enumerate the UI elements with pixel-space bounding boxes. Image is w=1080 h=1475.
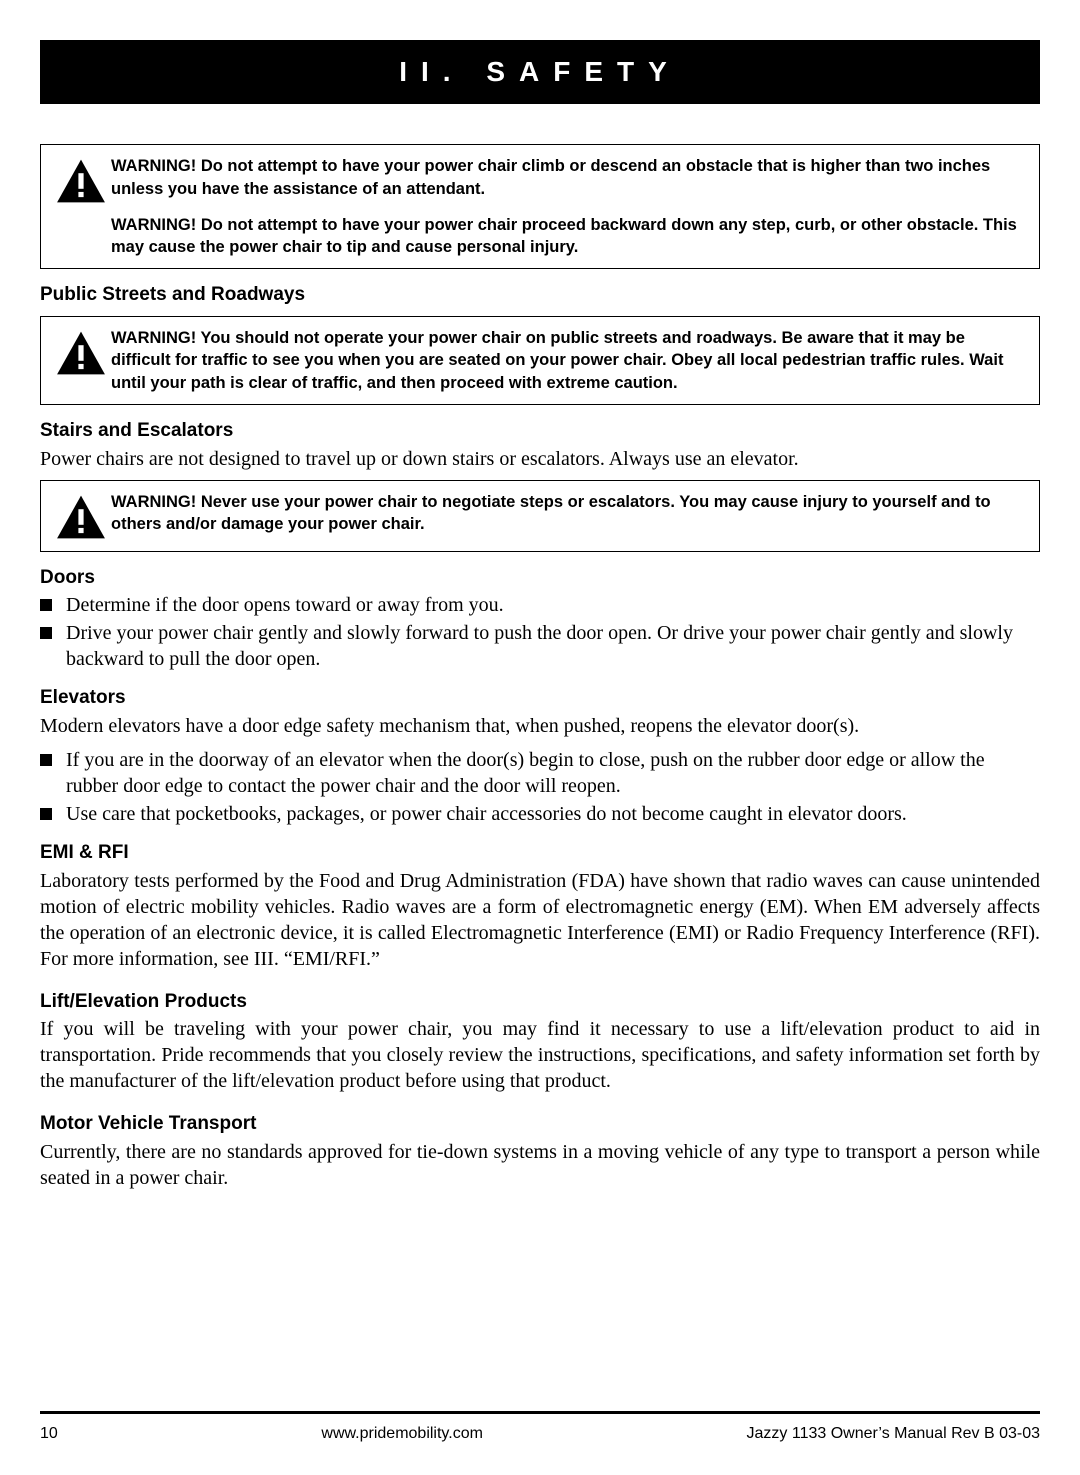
body-emi: Laboratory tests performed by the Food a… <box>40 868 1040 972</box>
warning-triangle-icon <box>51 155 111 205</box>
list-item: If you are in the doorway of an elevator… <box>40 747 1040 799</box>
warning-text: WARNING! Do not attempt to have your pow… <box>111 214 1023 259</box>
heading-lift: Lift/Elevation Products <box>40 990 1040 1015</box>
footer-doc: Jazzy 1133 Owner’s Manual Rev B 03-03 <box>747 1424 1040 1445</box>
heading-motor: Motor Vehicle Transport <box>40 1112 1040 1137</box>
list-item: Drive your power chair gently and slowly… <box>40 620 1040 672</box>
footer-url: www.pridemobility.com <box>321 1424 483 1445</box>
heading-public-streets: Public Streets and Roadways <box>40 283 1040 308</box>
heading-doors: Doors <box>40 566 1040 591</box>
list-item: Determine if the door opens toward or aw… <box>40 592 1040 618</box>
body-stairs: Power chairs are not designed to travel … <box>40 446 1040 472</box>
heading-stairs: Stairs and Escalators <box>40 419 1040 444</box>
warning-text: WARNING! You should not operate your pow… <box>111 327 1023 394</box>
section-banner: II. SAFETY <box>40 40 1040 104</box>
warning-triangle-icon <box>51 491 111 541</box>
body-motor: Currently, there are no standards approv… <box>40 1139 1040 1191</box>
warning-box-stairs: WARNING! Never use your power chair to n… <box>40 480 1040 552</box>
heading-elevators: Elevators <box>40 686 1040 711</box>
list-item: Use care that pocketbooks, packages, or … <box>40 801 1040 827</box>
page-number: 10 <box>40 1424 58 1445</box>
warning-box-public-streets: WARNING! You should not operate your pow… <box>40 316 1040 405</box>
page-footer: 10 www.pridemobility.com Jazzy 1133 Owne… <box>40 1424 1040 1445</box>
footer-rule <box>40 1411 1040 1414</box>
body-lift: If you will be traveling with your power… <box>40 1016 1040 1094</box>
list-elevators: If you are in the doorway of an elevator… <box>40 747 1040 827</box>
warning-text: WARNING! Do not attempt to have your pow… <box>111 155 1023 200</box>
list-doors: Determine if the door opens toward or aw… <box>40 592 1040 672</box>
warning-triangle-icon <box>51 327 111 377</box>
warning-text: WARNING! Never use your power chair to n… <box>111 491 1023 536</box>
warning-box-obstacles: WARNING! Do not attempt to have your pow… <box>40 144 1040 269</box>
heading-emi: EMI & RFI <box>40 841 1040 866</box>
body-elevators: Modern elevators have a door edge safety… <box>40 713 1040 739</box>
